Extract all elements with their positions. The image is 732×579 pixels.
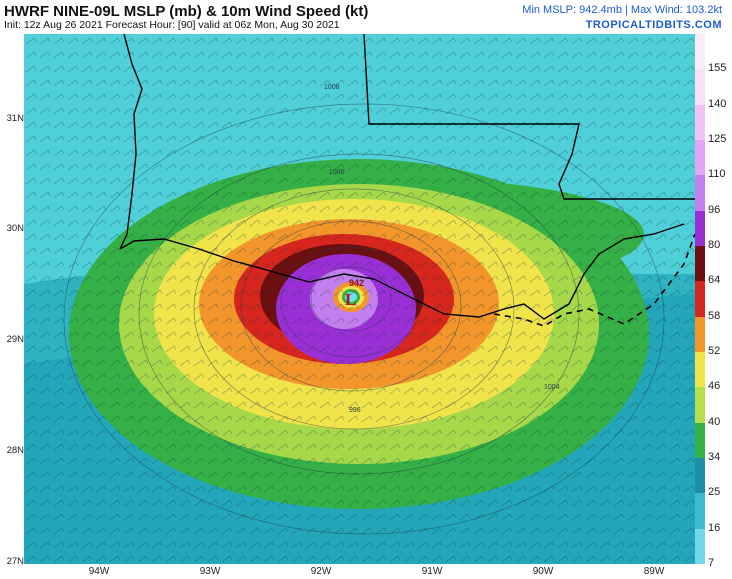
colorbar-segment — [695, 281, 705, 318]
min-pressure-label: 942 — [349, 278, 364, 288]
colorbar-segment — [695, 69, 705, 106]
lat-label: 30N — [6, 223, 24, 234]
map-title: HWRF NINE-09L MSLP (mb) & 10m Wind Speed… — [4, 3, 369, 20]
lon-label: 90W — [532, 566, 554, 577]
colorbar-segment — [695, 246, 705, 282]
colorbar-tick-label: 110 — [708, 168, 726, 181]
low-pressure-symbol: L — [345, 290, 356, 309]
colorbar-tick-label: 52 — [708, 345, 721, 357]
colorbar-tick-label: 16 — [708, 521, 721, 534]
colorbar-segment — [695, 528, 705, 565]
isobars — [63, 103, 665, 535]
colorbar-tick-label: 155 — [708, 62, 727, 75]
brand-watermark: TROPICALTIDBITS.COM — [585, 19, 722, 31]
lat-label: 29N — [6, 334, 24, 345]
map-canvas: L 942 1008 1000 996 1004 — [24, 34, 695, 564]
colorbar-segment — [695, 140, 705, 176]
colorbar-segment — [695, 34, 705, 70]
isobar-label: 1004 — [544, 384, 560, 391]
wind-speed-map: L 942 1008 1000 996 1004 — [24, 34, 695, 564]
lon-label: 93W — [199, 566, 221, 577]
colorbar-segment — [695, 387, 705, 424]
warning-boundary — [493, 233, 695, 327]
colorbar-segment — [695, 175, 705, 212]
colorbar-tick-label: 96 — [708, 203, 721, 216]
wind-barbs — [24, 34, 695, 564]
colorbar-segment — [695, 210, 705, 247]
colorbar-segment — [695, 422, 705, 459]
map-subtitle: Init: 12z Aug 26 2021 Forecast Hour: [90… — [4, 19, 340, 31]
colorbar-tick-label: 34 — [708, 451, 721, 463]
isobar-label: 1008 — [324, 84, 340, 91]
colorbar-segment — [695, 458, 705, 494]
wind-speed-colorbar — [695, 34, 705, 565]
lat-label: 31N — [6, 113, 24, 124]
colorbar-tick-label: 25 — [708, 486, 721, 499]
isobar-label: 996 — [349, 407, 361, 414]
lat-label: 27N — [6, 556, 24, 567]
colorbar-tick-label: 46 — [708, 380, 721, 393]
colorbar-segment — [695, 493, 705, 530]
colorbar-segment — [695, 316, 705, 353]
colorbar-tick-label: 58 — [708, 309, 721, 322]
colorbar-tick-label: 64 — [708, 274, 721, 287]
header-bar: HWRF NINE-09L MSLP (mb) & 10m Wind Speed… — [0, 0, 732, 33]
colorbar-tick-label: 125 — [708, 133, 727, 145]
colorbar-tick-label: 7 — [708, 557, 715, 569]
colorbar-tick-label: 140 — [708, 97, 727, 110]
storm-stats: Min MSLP: 942.4mb | Max Wind: 103.2kt — [522, 4, 722, 16]
lon-label: 92W — [310, 566, 332, 577]
colorbar-tick-label: 80 — [708, 239, 721, 251]
isobar-label: 1000 — [329, 169, 345, 176]
lat-label: 28N — [6, 445, 24, 456]
lon-label: 94W — [88, 566, 110, 577]
lon-label: 91W — [421, 566, 443, 577]
colorbar-segment — [695, 352, 705, 388]
colorbar-tick-label: 40 — [708, 415, 721, 428]
colorbar-segment — [695, 104, 705, 141]
coastline-and-borders — [119, 34, 695, 320]
lon-label: 89W — [643, 566, 665, 577]
